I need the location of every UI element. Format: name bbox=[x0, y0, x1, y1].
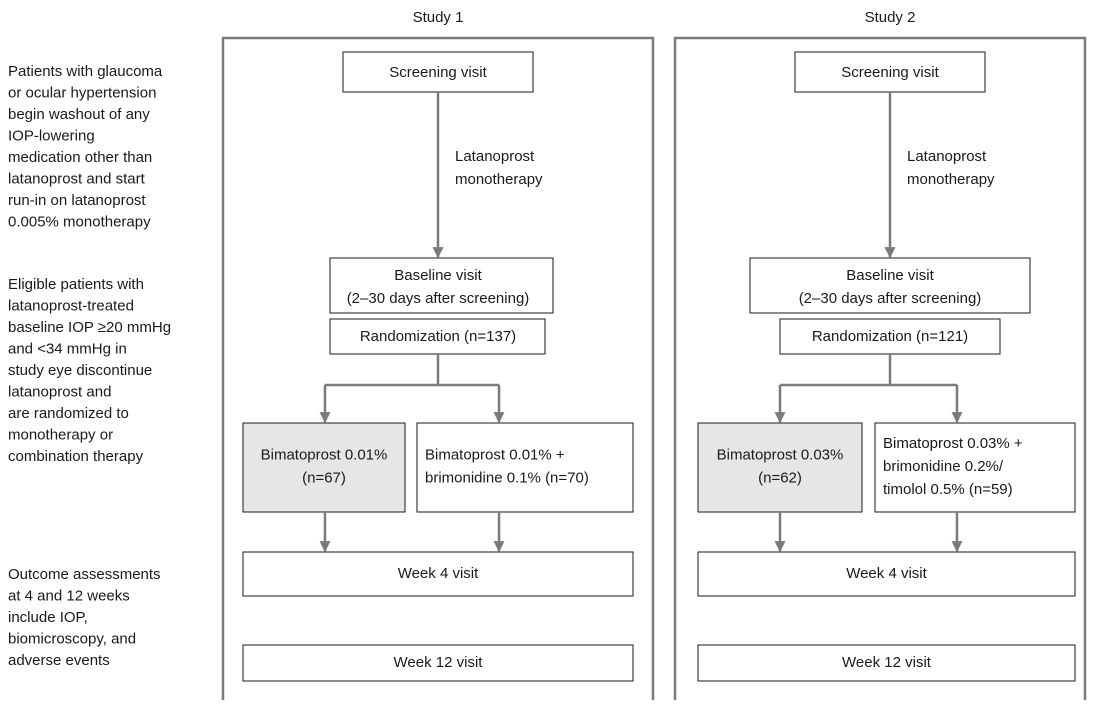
arm-box bbox=[416, 422, 634, 513]
note-line: include IOP, bbox=[8, 609, 88, 626]
note-line: or ocular hypertension bbox=[8, 84, 156, 101]
arm-label: Bimatoprost 0.03% + bbox=[883, 435, 1023, 452]
screening-label: Screening visit bbox=[389, 64, 487, 81]
note-line: run-in on latanoprost bbox=[8, 192, 146, 209]
arm-label: Bimatoprost 0.03% bbox=[717, 446, 844, 463]
note-line: are randomized to bbox=[8, 405, 129, 422]
baseline-label: Baseline visit bbox=[394, 267, 482, 284]
baseline-label: (2–30 days after screening) bbox=[347, 290, 530, 307]
study-title: Study 1 bbox=[413, 9, 464, 26]
note-line: baseline IOP ≥20 mmHg bbox=[8, 319, 171, 336]
note-line: medication other than bbox=[8, 149, 152, 166]
baseline-box bbox=[749, 257, 1031, 314]
arm-box bbox=[874, 422, 1076, 513]
baseline-label: Baseline visit bbox=[846, 267, 934, 284]
note-line: at 4 and 12 weeks bbox=[8, 587, 130, 604]
arm-label: Bimatoprost 0.01% + bbox=[425, 446, 565, 463]
note-line: study eye discontinue bbox=[8, 362, 152, 379]
arm-label: timolol 0.5% (n=59) bbox=[883, 481, 1013, 498]
randomization-box bbox=[329, 318, 546, 355]
baseline-label: (2–30 days after screening) bbox=[799, 290, 982, 307]
week4-label: Week 4 visit bbox=[846, 565, 927, 582]
note-line: biomicroscopy, and bbox=[8, 630, 136, 647]
baseline-box bbox=[329, 257, 554, 314]
study-title: Study 2 bbox=[865, 9, 916, 26]
run-in-label: monotherapy bbox=[455, 171, 543, 188]
note-line: Patients with glaucoma bbox=[8, 63, 163, 80]
study-panel bbox=[673, 36, 1087, 702]
note-line: IOP-lowering bbox=[8, 127, 95, 144]
week4-label: Week 4 visit bbox=[398, 565, 479, 582]
note-line: latanoprost-treated bbox=[8, 297, 134, 314]
week4-box bbox=[242, 551, 634, 597]
note-line: latanoprost and bbox=[8, 383, 111, 400]
arm-label: brimonidine 0.1% (n=70) bbox=[425, 469, 589, 486]
arm-box bbox=[697, 422, 863, 513]
randomization-box bbox=[779, 318, 1001, 355]
week12-label: Week 12 visit bbox=[842, 654, 932, 671]
note-line: combination therapy bbox=[8, 448, 144, 465]
note-line: latanoprost and start bbox=[8, 170, 146, 187]
arm-label: (n=67) bbox=[302, 469, 346, 486]
study-panel bbox=[221, 36, 655, 702]
week12-box bbox=[697, 644, 1076, 682]
screening-box bbox=[794, 51, 986, 93]
week4-box bbox=[697, 551, 1076, 597]
note-line: 0.005% monotherapy bbox=[8, 213, 151, 230]
week12-label: Week 12 visit bbox=[394, 654, 484, 671]
note-line: Outcome assessments bbox=[8, 566, 161, 583]
run-in-label: monotherapy bbox=[907, 171, 995, 188]
randomization-label: Randomization (n=137) bbox=[360, 328, 516, 345]
note-line: monotherapy or bbox=[8, 426, 113, 443]
screening-label: Screening visit bbox=[841, 64, 939, 81]
week12-box bbox=[242, 644, 634, 682]
arm-label: brimonidine 0.2%/ bbox=[883, 458, 1004, 475]
run-in-label: Latanoprost bbox=[907, 148, 987, 165]
note-line: adverse events bbox=[8, 652, 110, 669]
randomization-label: Randomization (n=121) bbox=[812, 328, 968, 345]
run-in-label: Latanoprost bbox=[455, 148, 535, 165]
arm-box bbox=[242, 422, 406, 513]
note-line: and <34 mmHg in bbox=[8, 340, 127, 357]
note-line: begin washout of any bbox=[8, 106, 150, 123]
arm-label: Bimatoprost 0.01% bbox=[261, 446, 388, 463]
arm-label: (n=62) bbox=[758, 469, 802, 486]
note-line: Eligible patients with bbox=[8, 276, 144, 293]
